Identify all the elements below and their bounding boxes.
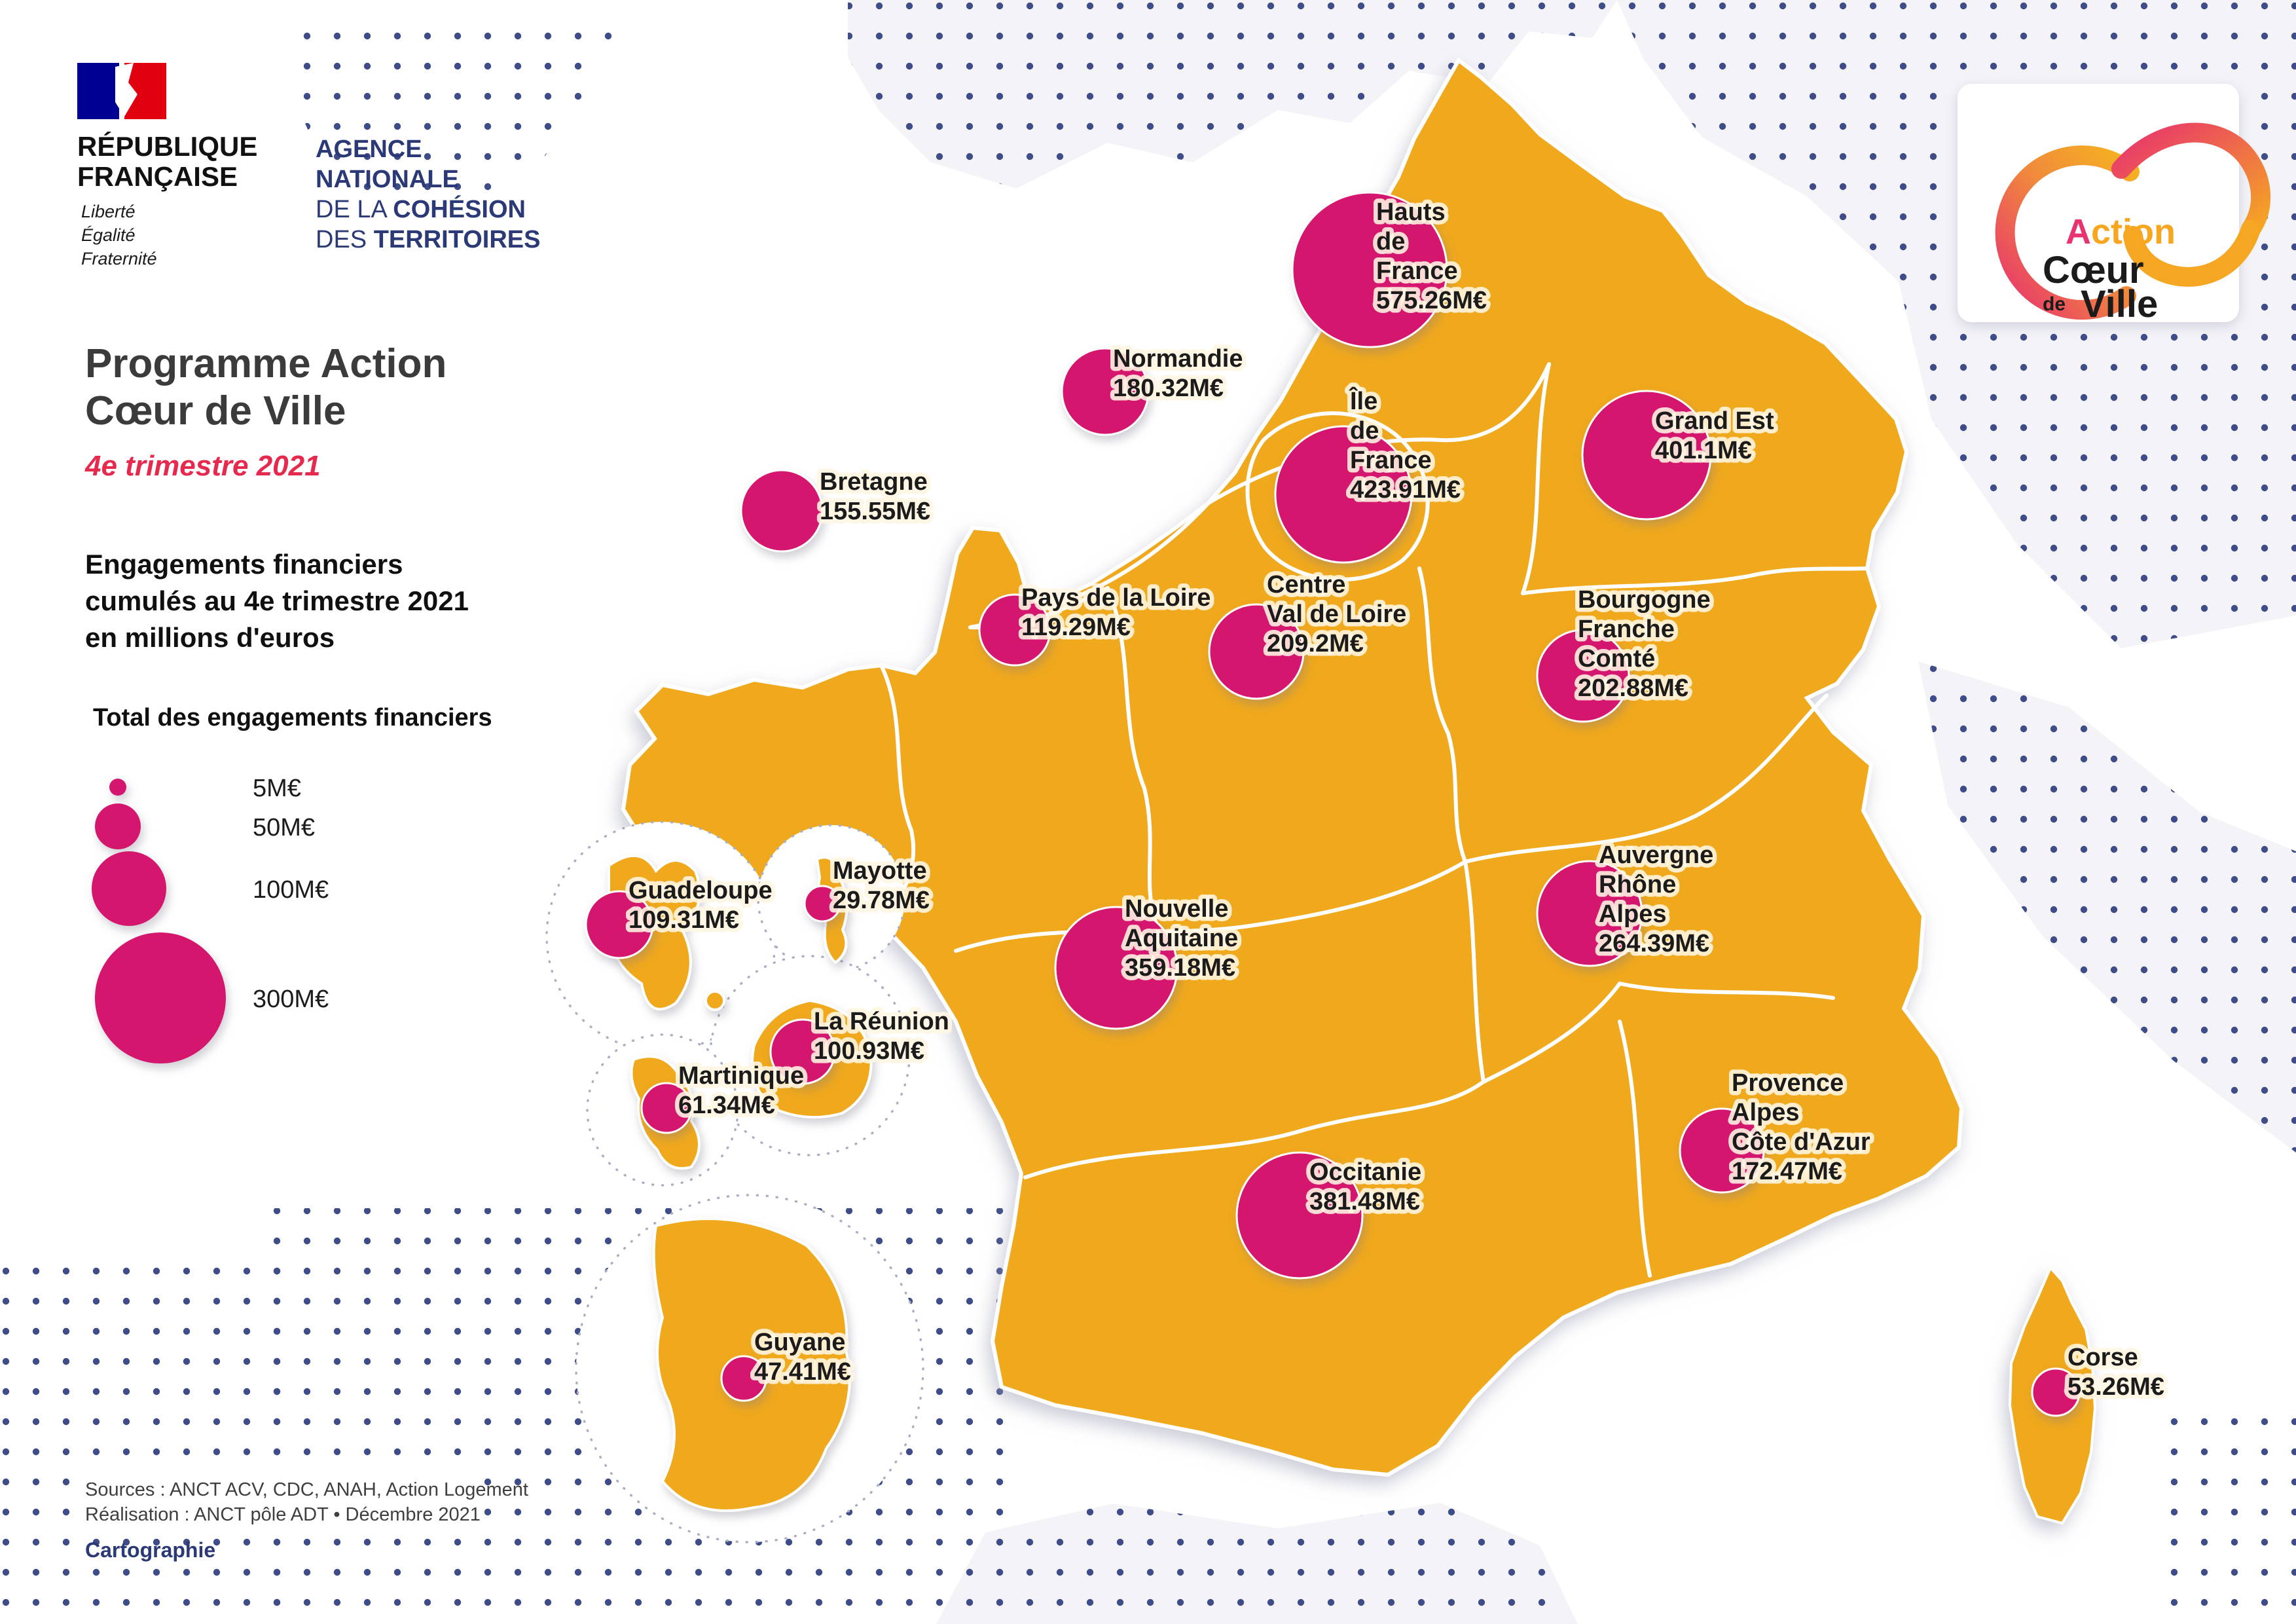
label-bretagne: Bretagne 155.55M€ [820,468,934,525]
sources-text: Sources : ANCT ACV, CDC, ANAH, Action Lo… [85,1479,528,1500]
label-mayotte: Mayotte 29.78M€ [833,857,934,914]
label-hauts-de-france: Hauts de France 575.26M€ [1376,198,1487,314]
label-guadeloupe: Guadeloupe 109.31M€ [629,877,779,934]
flag-blue-block [77,63,119,119]
acv-word-action: Action [2066,212,2176,251]
title-block: Programme Action Cœur de Ville 4e trimes… [84,341,446,482]
republique-text: RÉPUBLIQUE [77,131,257,162]
legend-label-5m: 5M€ [253,775,301,802]
footer-block: Sources : ANCT ACV, CDC, ANAH, Action Lo… [77,1472,528,1562]
realisation-text: Réalisation : ANCT pôle ADT • Décembre 2… [85,1504,481,1525]
anct-line3: DE LA COHÉSION [316,194,526,223]
anct-line4: DES TERRITOIRES [316,226,540,253]
legend-circle-100m [92,851,166,926]
bubble-corse [2031,1367,2081,1417]
bubble-mayotte [803,885,841,923]
acv-heart-icon [1995,122,2271,320]
bubble-auvergne-rhone-alpes [1536,860,1643,967]
top-left-dots [283,21,623,211]
legend-block: Total des engagements financiers 5M€ 50M… [92,704,492,1063]
acv-logo-card: Action Cœur de Ville [1958,84,2271,325]
spain-dots [936,1503,1578,1624]
bubble-paca [1679,1107,1765,1194]
acv-word-coeur: Cœur [2043,249,2144,291]
label-centre-val-de-loire: Centre Val de Loire 209.2M€ [1267,571,1413,657]
anct-logo-block: AGENCE NATIONALE DE LA COHÉSION DES TERR… [316,136,540,253]
label-corse: Corse 53.26M€ [2068,1344,2164,1401]
legend-label-50m: 50M€ [253,814,315,841]
alps-italy-dots [1918,661,2296,1153]
legend-circle-5m [109,779,126,796]
motto-liberte: Liberté [81,202,136,221]
guadeloupe-islet [704,990,725,1011]
anct-line1: AGENCE [316,136,422,163]
legend-circle-50m [95,803,141,849]
cartography-label: Cartographie [85,1538,215,1562]
bubble-centre-val-de-loire [1208,603,1305,700]
bubble-pays-de-la-loire [978,593,1051,667]
anct-line2: NATIONALE [316,166,459,193]
bubble-hauts-de-france [1291,191,1448,348]
bubble-guadeloupe [585,890,654,959]
legend-circle-300m [95,932,226,1063]
footer-background [77,1472,483,1535]
label-normandie: Normandie 180.32M€ [1113,345,1250,402]
bubble-normandie [1061,347,1150,436]
region-borders [879,362,1869,1278]
bubble-nouvelle-aquitaine [1054,906,1178,1030]
description-line2: cumulés au 4e trimestre 2021 [85,585,469,616]
legend-title: Total des engagements financiers [93,704,492,731]
bubble-grand-est [1581,390,1712,521]
label-auvergne-rhone-alpes: Auvergne Rhône Alpes 264.39M€ [1599,841,1721,957]
region-bubbles [585,191,2081,1417]
england-dots [848,0,1617,189]
gov-logo-block: RÉPUBLIQUE FRANÇAISE Liberté Égalité Fra… [77,63,257,268]
bubble-la-reunion [769,1018,836,1085]
francaise-text: FRANÇAISE [77,161,238,192]
label-bourgogne-franche-comte: Bourgogne Franche Comté 202.88M€ [1578,586,1717,702]
marianne-icon [115,63,137,117]
motto-egalite: Égalité [81,225,136,245]
label-la-reunion: La Réunion 100.93M€ [814,1008,956,1065]
period-subtitle: 4e trimestre 2021 [84,450,321,482]
label-occitanie: Occitanie 381.48M€ [1309,1158,1429,1215]
legend-label-300m: 300M€ [253,986,329,1013]
bubble-bourgogne-franche-comte [1536,629,1630,723]
label-grand-est: Grand Est 401.1M€ [1655,407,1781,464]
description-line1: Engagements financiers [85,549,403,580]
bottom-left-dots [0,1265,283,1624]
bubble-martinique [640,1082,693,1134]
label-ile-de-france: Île de France 423.91M€ [1349,386,1461,504]
label-martinique: Martinique 61.34M€ [678,1062,811,1119]
label-pays-de-la-loire: Pays de la Loire 119.29M€ [1021,584,1218,641]
page-title-line2: Cœur de Ville [85,388,346,434]
label-guyane: Guyane 47.41M€ [754,1329,852,1386]
motto-fraternite: Fraternité [81,249,157,268]
acv-word-de: de [2043,293,2066,315]
acv-word-ville: Ville [2081,283,2158,325]
page-title-line1: Programme Action [85,341,446,386]
label-nouvelle-aquitaine: Nouvelle Aquitaine 359.18M€ [1125,895,1245,982]
bottom-right-dots [2154,1414,2296,1624]
legend-label-100m: 100M€ [253,876,329,904]
region-labels: Hauts de France 575.26M€ Normandie 180.3… [625,194,2169,1405]
bubble-occitanie [1235,1151,1364,1280]
bubble-bretagne [740,469,824,553]
description-block: Engagements financiers cumulés au 4e tri… [85,549,469,653]
label-paca: Provence Alpes Côte d'Azur 172.47M€ [1732,1069,1877,1185]
description-line3: en millions d'euros [85,622,335,653]
bubble-ile-de-france [1274,425,1413,564]
bubble-guyane [720,1355,767,1402]
